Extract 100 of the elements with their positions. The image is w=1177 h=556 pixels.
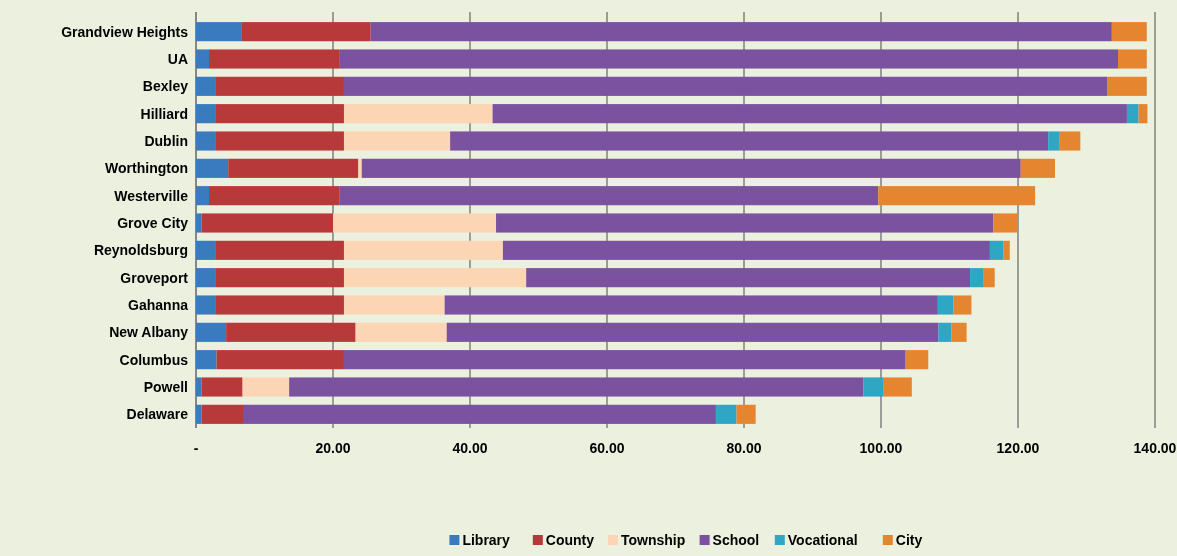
legend-label: School [712,531,760,548]
y-tick-label: Hilliard [140,105,188,122]
bar [502,240,990,260]
bar [492,104,1127,124]
bar [937,295,954,315]
bar [358,158,362,178]
x-tick-label: 100.00 [859,439,903,456]
bar [951,322,967,342]
bar [938,322,952,342]
legend-label: Library [462,531,511,548]
bar [196,76,216,96]
bar [196,268,216,288]
bar [196,377,202,397]
bar [196,104,216,124]
bar [993,213,1018,233]
bar [209,186,340,206]
y-tick-label: Dublin [144,132,188,149]
bar [343,295,445,315]
y-tick-label: Grandview Heights [61,23,189,40]
bar [333,213,497,233]
bar [339,186,879,206]
bar [226,322,356,342]
y-tick-label: Columbus [119,351,189,368]
bar [1107,76,1147,96]
bar [228,158,359,178]
bar [196,131,216,151]
bar [526,268,971,288]
bar [343,131,451,151]
y-tick-label: New Albany [109,324,189,341]
legend-label: County [545,531,595,548]
bar [215,295,344,315]
bar [242,377,290,397]
bar [196,49,210,69]
bar [196,295,216,315]
bar [215,131,344,151]
bar [215,104,344,124]
x-tick-label: 20.00 [315,439,351,456]
x-tick-label: 120.00 [996,439,1040,456]
x-tick-label: 140.00 [1133,439,1177,456]
bar [343,268,527,288]
bar [289,377,864,397]
bar [215,76,344,96]
y-tick-label: Bexley [142,78,189,95]
y-tick-label: UA [167,50,188,67]
bar [450,131,1049,151]
bar [209,49,340,69]
bar [196,322,227,342]
y-tick-label: Grove City [117,214,189,231]
x-tick-label: - [193,439,199,456]
bar [196,158,229,178]
bar [1111,22,1147,42]
bar [343,240,503,260]
bar [883,377,912,397]
bar [355,322,447,342]
legend-label: Vocational [787,531,858,548]
bar [215,268,344,288]
bar [196,213,202,233]
bar [444,295,938,315]
bar [989,240,1004,260]
x-tick-label: 40.00 [452,439,488,456]
bar [196,240,216,260]
y-tick-label: Groveport [120,269,189,286]
y-tick-label: Gahanna [128,296,189,313]
bar [343,76,1108,96]
bar [1020,158,1055,178]
y-tick-label: Delaware [126,406,189,423]
legend-label: City [895,531,923,548]
bar [343,104,493,124]
bar [361,158,1021,178]
bar [1059,131,1081,151]
bar [1126,104,1139,124]
bar [196,350,217,370]
bar [496,213,994,233]
bar [863,377,884,397]
bar [1003,240,1010,260]
bar [196,404,202,424]
bar [216,350,344,370]
bar [736,404,756,424]
bar [241,22,371,42]
bar [905,350,929,370]
bar [201,213,333,233]
y-tick-label: Worthington [105,160,188,177]
bar [1048,131,1060,151]
x-tick-label: 60.00 [589,439,625,456]
bar [370,22,1112,42]
bar [343,350,906,370]
legend-label: Township [621,531,686,548]
bar [983,268,995,288]
bar [970,268,984,288]
bar [339,49,1119,69]
bar [215,240,344,260]
bar [243,404,716,424]
bar [1118,49,1147,69]
y-tick-label: Powell [143,378,188,395]
bar [196,22,242,42]
y-tick-label: Westerville [114,187,189,204]
bar [953,295,972,315]
bar [446,322,939,342]
bar [196,186,210,206]
x-tick-label: 80.00 [726,439,762,456]
